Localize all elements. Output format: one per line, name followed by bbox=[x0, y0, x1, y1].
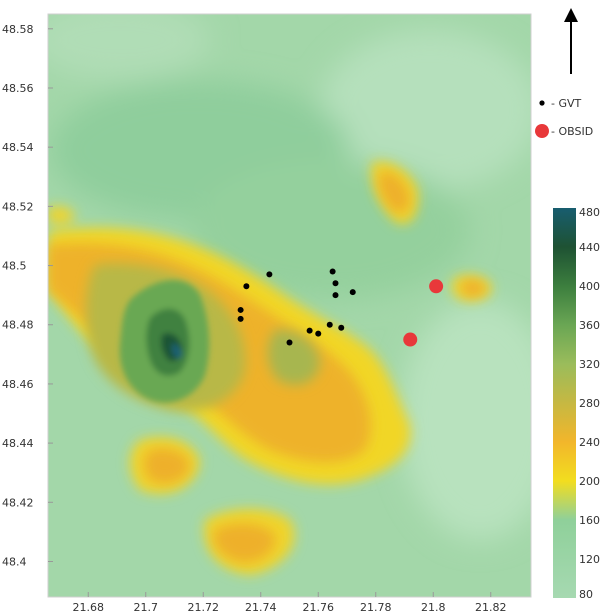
gvt-point bbox=[306, 327, 313, 334]
lon-tick-label: 21.8 bbox=[421, 601, 446, 614]
lon-tick-label: 21.68 bbox=[73, 601, 105, 614]
lat-tick-label: 48.42 bbox=[2, 496, 34, 509]
lat-tick-label: 48.58 bbox=[2, 23, 34, 36]
lat-tick-label: 48.46 bbox=[2, 378, 34, 391]
lat-tick-label: 48.5 bbox=[2, 260, 27, 273]
lat-tick-label: 48.54 bbox=[2, 141, 34, 154]
lon-tick-label: 21.82 bbox=[475, 601, 507, 614]
lon-tick-label: 21.7 bbox=[134, 601, 159, 614]
gvt-point bbox=[332, 292, 339, 299]
lon-tick-label: 21.72 bbox=[188, 601, 220, 614]
obsid-legend-label: - OBSID bbox=[551, 125, 593, 138]
colorbar-tick-label: 480 bbox=[579, 206, 600, 219]
obsid-legend-marker bbox=[535, 124, 549, 138]
colorbar-tick-label: 280 bbox=[579, 397, 600, 410]
gvt-point bbox=[338, 324, 345, 331]
colorbar: 480 440 400 360 320 280 240 200 160 120 80 bbox=[553, 206, 600, 601]
colorbar-tick-label: 120 bbox=[579, 553, 600, 566]
gvt-point bbox=[332, 280, 339, 287]
latitude-axis: 48.58 48.56 48.54 48.52 48.5 48.48 48.46 48.44 4… bbox=[2, 23, 53, 568]
gvt-point bbox=[326, 321, 333, 328]
gvt-point bbox=[315, 330, 322, 337]
colorbar-tick-label: 240 bbox=[579, 436, 600, 449]
colorbar-tick-label: 320 bbox=[579, 358, 600, 371]
lat-tick-label: 48.48 bbox=[2, 319, 34, 332]
lat-tick-label: 48.52 bbox=[2, 200, 34, 213]
gvt-point bbox=[329, 268, 336, 275]
longitude-axis: 21.68 21.7 21.72 21.74 21.76 21.78 21.8 21.82 bbox=[73, 592, 507, 614]
lon-tick-label: 21.74 bbox=[245, 601, 277, 614]
colorbar-tick-label: 360 bbox=[579, 319, 600, 332]
legend: - GVT - OBSID bbox=[535, 97, 593, 138]
colorbar-tick-label: 200 bbox=[579, 475, 600, 488]
gvt-point bbox=[237, 306, 244, 313]
colorbar-ticks: 480 440 400 360 320 280 240 200 160 120 80 bbox=[579, 206, 600, 601]
relief-green bbox=[119, 280, 210, 403]
obsid-point bbox=[429, 279, 444, 294]
map-area bbox=[48, 14, 531, 597]
lon-tick-label: 21.76 bbox=[303, 601, 335, 614]
lon-tick-label: 21.78 bbox=[360, 601, 392, 614]
lat-tick-label: 48.56 bbox=[2, 82, 34, 95]
gvt-point bbox=[266, 271, 273, 278]
colorbar-tick-label: 400 bbox=[579, 280, 600, 293]
lat-tick-label: 48.44 bbox=[2, 437, 34, 450]
colorbar-tick-label: 80 bbox=[579, 588, 593, 601]
colorbar-tick-label: 160 bbox=[579, 514, 600, 527]
gvt-legend-marker bbox=[539, 100, 545, 106]
colorbar-gradient bbox=[553, 208, 576, 598]
north-arrow-icon bbox=[564, 8, 578, 74]
gvt-point bbox=[237, 315, 244, 322]
map-frame bbox=[47, 13, 532, 598]
lat-tick-label: 48.4 bbox=[2, 555, 27, 568]
gvt-point bbox=[243, 283, 250, 290]
gvt-points bbox=[237, 268, 356, 346]
colorbar-tick-label: 440 bbox=[579, 241, 600, 254]
obsid-points bbox=[403, 279, 444, 347]
gvt-point bbox=[286, 339, 293, 346]
gvt-point bbox=[349, 289, 356, 296]
gvt-legend-label: - GVT bbox=[551, 97, 582, 110]
obsid-point bbox=[403, 332, 418, 347]
